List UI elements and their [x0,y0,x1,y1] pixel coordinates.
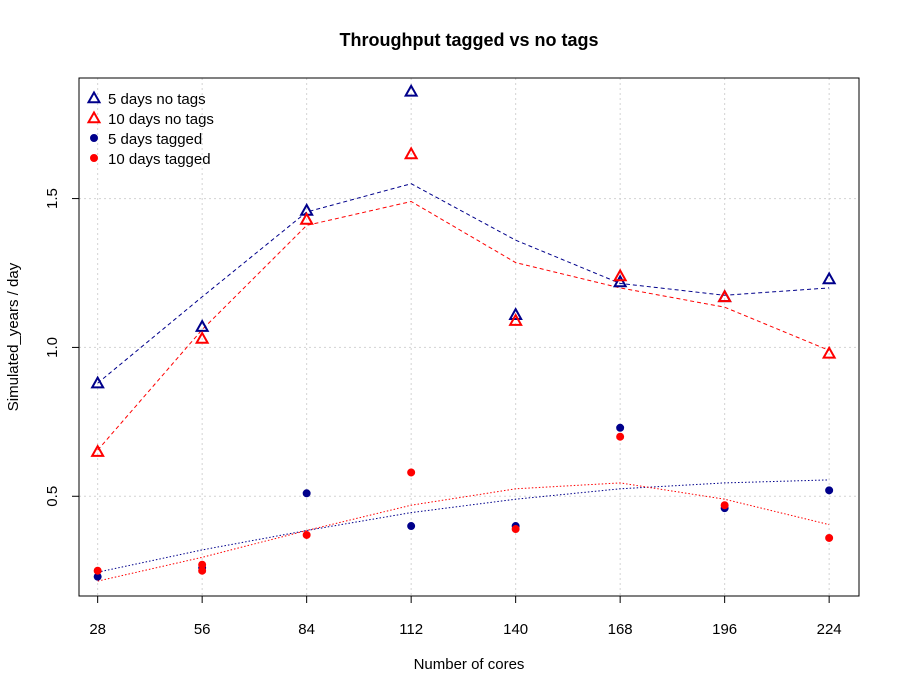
legend-label-2: 5 days tagged [108,131,202,148]
point-series-0 [403,83,419,97]
fit-lines [97,183,830,582]
x-tick-label: 168 [608,621,633,638]
x-tick-label: 140 [503,621,528,638]
data-points [90,83,837,581]
point-series-1 [508,313,523,326]
point-series-0 [194,319,210,332]
point-series-1 [194,330,210,344]
x-tick-label: 224 [817,621,842,638]
point-series-0 [90,375,105,389]
point-series-0 [508,307,523,320]
x-tick-label: 196 [712,621,737,638]
fit-line-series-2 [97,479,830,573]
legend: 5 days no tags 10 days no tags 5 days tagg… [86,90,214,168]
point-series-3 [825,533,834,542]
point-series-1 [821,345,837,359]
point-series-1 [612,268,628,282]
point-series-0 [612,274,628,288]
legend-marker-0 [86,90,102,104]
point-series-3 [93,566,102,575]
point-series-0 [821,271,837,285]
y-tick-label: 1.5 [44,188,61,209]
x-axis-label: Number of cores [414,656,525,673]
point-series-1 [299,211,314,225]
point-series-3 [302,530,311,539]
x-tick-label: 84 [298,621,315,638]
point-series-3 [198,560,207,569]
fit-line-series-3 [97,482,830,582]
chart-title: Throughput tagged vs no tags [340,30,599,50]
point-series-2 [302,489,311,498]
axes: 28 56 84 112 140 168 196 224 0.5 1.0 1.5 [44,188,842,638]
legend-marker-1 [86,110,102,124]
point-series-1 [90,444,105,457]
legend-marker-3 [90,154,98,162]
point-series-2 [825,486,834,495]
point-series-2 [616,423,625,432]
x-tick-label: 28 [89,621,106,638]
y-tick-label: 1.0 [44,337,61,358]
point-series-3 [511,525,520,534]
legend-label-0: 5 days no tags [108,91,206,108]
point-series-2 [407,522,416,531]
point-series-3 [407,468,416,477]
point-series-1 [403,146,419,160]
x-tick-label: 112 [399,621,423,638]
fit-line-series-1 [97,200,830,451]
point-series-3 [720,501,729,510]
legend-label-3: 10 days tagged [108,151,211,168]
x-tick-label: 56 [194,621,211,638]
legend-marker-2 [90,134,98,142]
point-series-3 [616,432,625,441]
y-axis-label: Simulated_years / day [5,262,22,411]
point-series-1 [717,289,732,303]
y-tick-label: 0.5 [44,486,61,507]
fit-line-series-0 [97,183,830,384]
legend-label-1: 10 days no tags [108,111,214,128]
